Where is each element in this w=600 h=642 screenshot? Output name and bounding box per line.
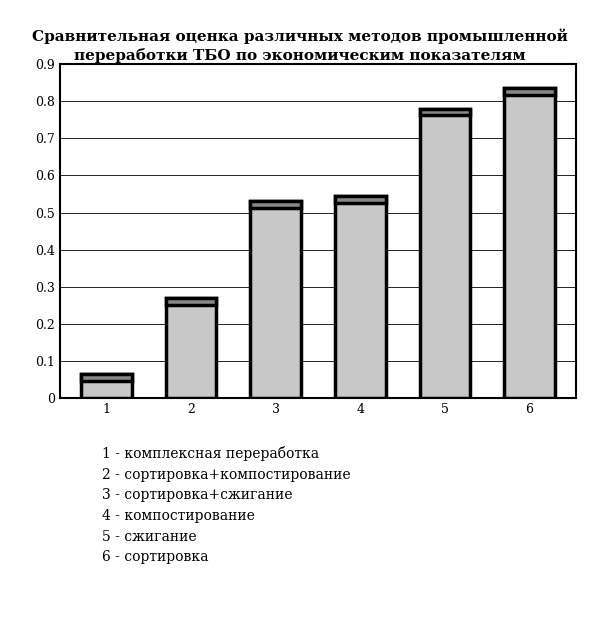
Bar	[504, 89, 555, 398]
Bar	[335, 196, 386, 203]
Bar	[419, 108, 470, 398]
Text: 1 - комплексная переработка
2 - сортировка+компостирование
3 - сортировка+сжиган: 1 - комплексная переработка 2 - сортиров…	[102, 446, 350, 564]
Bar	[504, 89, 555, 95]
Bar	[81, 374, 132, 381]
Bar	[250, 202, 301, 208]
Bar	[166, 298, 217, 398]
Text: переработки ТБО по экономическим показателям: переработки ТБО по экономическим показат…	[74, 48, 526, 63]
Bar	[81, 374, 132, 398]
Bar	[419, 108, 470, 116]
Text: Сравнительная оценка различных методов промышленной: Сравнительная оценка различных методов п…	[32, 29, 568, 44]
Bar	[335, 196, 386, 398]
Bar	[166, 298, 217, 304]
Bar	[250, 202, 301, 398]
